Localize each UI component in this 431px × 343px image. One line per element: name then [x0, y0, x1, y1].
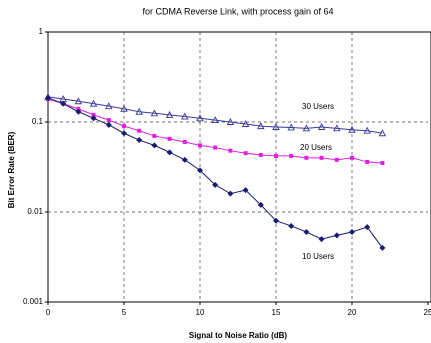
y-axis-title: Bit Error Rate (BER) [7, 131, 16, 208]
point [60, 100, 67, 107]
point [257, 201, 264, 208]
point [242, 187, 249, 194]
point [365, 159, 370, 164]
point [318, 236, 325, 243]
point [121, 130, 127, 137]
point [122, 124, 126, 129]
point [258, 152, 263, 157]
series-line [47, 96, 383, 134]
point [273, 217, 279, 224]
point [319, 155, 324, 160]
point [272, 123, 280, 130]
point [152, 133, 157, 138]
point [349, 228, 355, 235]
point [91, 112, 96, 117]
y-tick-label: 0.001 [23, 297, 44, 306]
point [287, 123, 295, 131]
point [197, 167, 203, 174]
y-tick-label: 1 [39, 27, 44, 36]
point [150, 109, 159, 117]
point [120, 104, 128, 112]
point [151, 142, 158, 149]
point [257, 122, 265, 130]
point [166, 149, 173, 156]
point [167, 136, 172, 141]
series-label: 20 Users [300, 143, 332, 152]
x-tick-label: 25 [424, 308, 431, 317]
point [211, 116, 219, 124]
point [333, 124, 341, 132]
point [333, 232, 340, 239]
point [106, 118, 111, 123]
point [243, 151, 248, 156]
point [135, 107, 143, 115]
point [137, 128, 142, 133]
point [302, 124, 311, 132]
point [364, 224, 371, 231]
point [75, 108, 82, 115]
point [228, 148, 233, 153]
x-tick-label: 0 [46, 308, 51, 317]
point [182, 139, 187, 144]
y-tick-label: 0.01 [27, 207, 43, 216]
point [379, 244, 386, 251]
point [289, 153, 294, 158]
point [350, 155, 354, 160]
point [348, 125, 356, 133]
point [74, 97, 83, 105]
point [165, 110, 174, 118]
point [45, 94, 51, 101]
x-tick-label: 20 [348, 308, 357, 317]
chart-title: for CDMA Reverse Link, with process gain… [142, 6, 333, 16]
point [181, 112, 189, 120]
point [89, 99, 98, 107]
point [378, 129, 387, 137]
point [226, 118, 235, 125]
point [227, 190, 234, 197]
point [304, 155, 309, 160]
point [380, 161, 385, 166]
x-tick-label: 15 [272, 308, 281, 317]
series-label: 30 Users [302, 102, 334, 111]
point [274, 153, 278, 158]
point [105, 121, 112, 128]
point [136, 137, 143, 144]
point [241, 120, 250, 127]
point [303, 228, 310, 235]
series-label: 10 Users [302, 252, 334, 261]
plot-frame [47, 31, 431, 303]
point [363, 126, 371, 134]
point [198, 143, 202, 148]
point [288, 222, 295, 229]
point [181, 156, 188, 163]
point [334, 157, 339, 162]
point [196, 114, 204, 122]
point [213, 145, 218, 150]
point [317, 123, 326, 130]
x-axis-title: Signal to Noise Ratio (dB) [189, 331, 288, 340]
point [90, 115, 97, 122]
y-tick-label: 0.1 [32, 117, 44, 126]
x-tick-label: 10 [196, 308, 205, 317]
point [105, 102, 113, 110]
point [212, 181, 219, 188]
x-tick-label: 5 [122, 308, 127, 317]
